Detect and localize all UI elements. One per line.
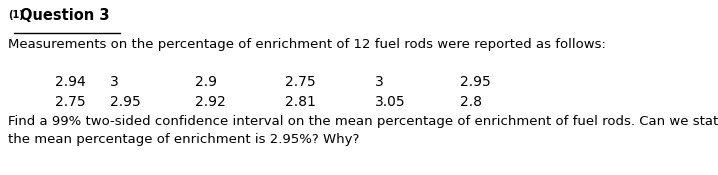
Text: 2.8: 2.8 [460, 95, 482, 109]
Text: (1): (1) [8, 10, 24, 20]
Text: 3: 3 [375, 75, 383, 89]
Text: 3: 3 [110, 75, 118, 89]
Text: 3.05: 3.05 [375, 95, 406, 109]
Text: 2.92: 2.92 [195, 95, 225, 109]
Text: 2.75: 2.75 [55, 95, 85, 109]
Text: 2.95: 2.95 [110, 95, 141, 109]
Text: 2.75: 2.75 [285, 75, 316, 89]
Text: 2.95: 2.95 [460, 75, 490, 89]
Text: 2.81: 2.81 [285, 95, 316, 109]
Text: Question 3: Question 3 [20, 8, 110, 23]
Text: 2.9: 2.9 [195, 75, 217, 89]
Text: Measurements on the percentage of enrichment of 12 fuel rods were reported as fo: Measurements on the percentage of enrich… [8, 38, 606, 51]
Text: the mean percentage of enrichment is 2.95%? Why?: the mean percentage of enrichment is 2.9… [8, 133, 360, 146]
Text: 2.94: 2.94 [55, 75, 85, 89]
Text: Find a 99% two-sided confidence interval on the mean percentage of enrichment of: Find a 99% two-sided confidence interval… [8, 115, 718, 128]
